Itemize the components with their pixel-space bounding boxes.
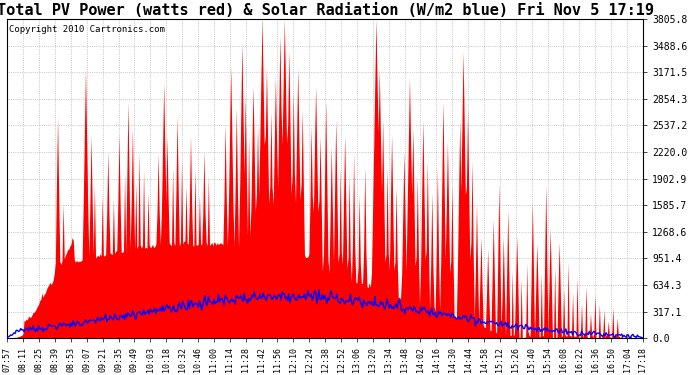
Title: Total PV Power (watts red) & Solar Radiation (W/m2 blue) Fri Nov 5 17:19: Total PV Power (watts red) & Solar Radia… [0, 3, 653, 18]
Text: Copyright 2010 Cartronics.com: Copyright 2010 Cartronics.com [8, 26, 164, 34]
